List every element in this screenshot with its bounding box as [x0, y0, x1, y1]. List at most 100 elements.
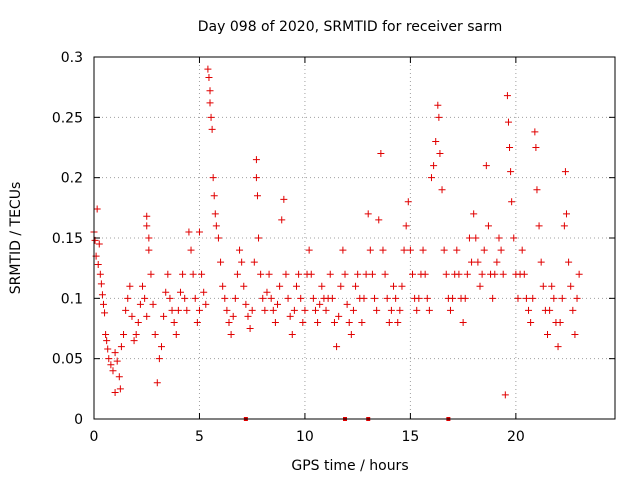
data-point: [183, 306, 191, 314]
data-point: [189, 270, 197, 278]
data-point: [151, 331, 159, 339]
data-point: [571, 331, 579, 339]
data-point: [211, 210, 219, 218]
data-point: [297, 294, 305, 302]
data-point: [478, 270, 486, 278]
data-point: [217, 258, 225, 266]
data-point: [155, 355, 163, 363]
data-point: [128, 312, 136, 320]
data-point: [390, 282, 398, 290]
y-tick-label: 0.25: [52, 110, 83, 126]
data-point: [510, 234, 518, 242]
data-point: [438, 186, 446, 194]
data-point: [271, 318, 279, 326]
data-point: [468, 258, 476, 266]
data-point: [176, 288, 184, 296]
data-point: [263, 288, 271, 296]
data-point: [529, 294, 537, 302]
data-point: [248, 306, 256, 314]
data-point: [423, 294, 431, 302]
data-point: [569, 306, 577, 314]
data-point: [406, 246, 414, 254]
data-point: [440, 246, 448, 254]
data-point: [257, 270, 265, 278]
y-tick-label: 0: [74, 412, 83, 428]
data-point: [240, 282, 248, 290]
data-point: [432, 137, 440, 145]
data-point: [136, 300, 144, 308]
data-point: [162, 288, 170, 296]
data-point: [436, 150, 444, 158]
data-point: [556, 318, 564, 326]
data-point: [141, 294, 149, 302]
data-point: [269, 306, 277, 314]
data-point: [278, 216, 286, 224]
data-point: [371, 294, 379, 302]
data-point: [282, 270, 290, 278]
data-point: [333, 343, 341, 351]
data-point: [157, 343, 165, 351]
data-point: [446, 306, 454, 314]
data-point: [305, 246, 313, 254]
data-point: [102, 331, 110, 339]
data-point: [170, 318, 178, 326]
data-point: [145, 246, 153, 254]
data-point: [219, 282, 227, 290]
data-point: [288, 331, 296, 339]
data-point: [404, 198, 412, 206]
data-point: [459, 318, 467, 326]
data-point: [179, 270, 187, 278]
data-point: [103, 337, 111, 345]
data-point: [253, 192, 261, 200]
data-point: [339, 246, 347, 254]
data-point: [195, 228, 203, 236]
data-point: [453, 246, 461, 254]
data-point: [567, 282, 575, 290]
data-point: [97, 280, 105, 288]
data-point: [238, 258, 246, 266]
data-point: [143, 212, 151, 220]
data-point: [539, 282, 547, 290]
data-point: [544, 331, 552, 339]
data-point: [295, 270, 303, 278]
data-point: [489, 294, 497, 302]
data-point: [231, 294, 239, 302]
chart-title: Day 098 of 2020, SRMTID for receiver sar…: [198, 19, 502, 35]
data-point: [164, 270, 172, 278]
data-point: [210, 192, 218, 200]
data-point: [354, 270, 362, 278]
data-point: [434, 101, 442, 109]
data-point: [328, 294, 336, 302]
data-point: [427, 174, 435, 182]
data-point: [533, 186, 541, 194]
data-point: [242, 300, 250, 308]
data-point: [558, 294, 566, 302]
data-point: [326, 270, 334, 278]
data-point: [225, 318, 233, 326]
data-point: [284, 294, 292, 302]
data-point: [227, 331, 235, 339]
data-point: [499, 270, 507, 278]
data-point: [252, 156, 260, 164]
data-point: [352, 282, 360, 290]
data-point: [482, 162, 490, 170]
axis-ticks: [93, 56, 615, 420]
data-point: [415, 294, 423, 302]
data-point: [413, 306, 421, 314]
data-point: [206, 99, 214, 107]
data-point: [368, 270, 376, 278]
data-point: [202, 300, 210, 308]
data-point: [341, 270, 349, 278]
data-point: [562, 210, 570, 218]
data-point: [461, 294, 469, 302]
data-point: [522, 294, 530, 302]
data-point: [250, 258, 258, 266]
data-point: [504, 118, 512, 126]
data-point: [314, 318, 322, 326]
x-tick-label: 10: [296, 429, 314, 445]
data-point: [147, 270, 155, 278]
data-point: [96, 270, 104, 278]
data-point: [364, 210, 372, 218]
data-point: [290, 306, 298, 314]
